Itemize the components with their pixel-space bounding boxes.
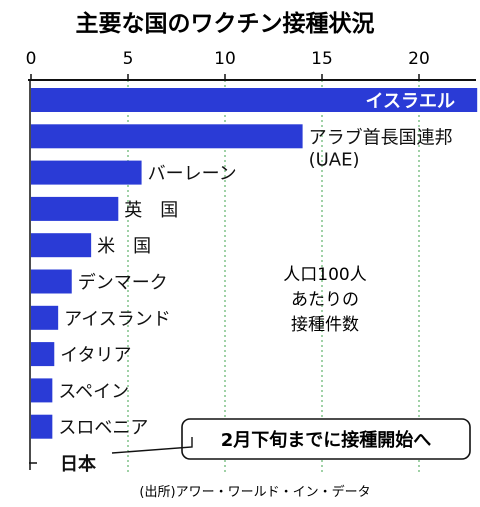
x-tick-labels: 0 5 10 15 20 (26, 49, 430, 69)
category-label-line: アラブ首長国連邦 (309, 126, 453, 148)
category-label-line: 英 国 (124, 200, 178, 221)
x-tick-label: 20 (408, 49, 430, 69)
category-label: 米 国 (97, 236, 151, 257)
category-label: スロベニア (58, 418, 148, 439)
x-tick-label: 0 (26, 49, 37, 69)
source-text: (出所)アワー・ワールド・イン・データ (139, 484, 370, 500)
category-label: バーレーン (148, 164, 237, 185)
category-label-line: スロベニア (58, 418, 148, 439)
callout: 2月下旬までに接種開始へ (111, 418, 471, 460)
category-label-line: スペイン (58, 381, 129, 402)
category-label: イタリア (60, 345, 131, 366)
category-label-line: アイスランド (64, 309, 171, 330)
category-label: 英 国 (124, 200, 178, 221)
callout-box (181, 418, 471, 460)
bar (31, 124, 303, 149)
x-tick-label: 5 (123, 49, 134, 69)
annotation-line: 接種件数 (291, 315, 359, 335)
category-label: 日本 (60, 453, 96, 475)
bar (31, 342, 55, 367)
x-tick-label: 10 (214, 49, 236, 69)
category-label-line: バーレーン (148, 164, 237, 185)
category-label-line: イスラエル (366, 91, 455, 112)
category-label: アイスランド (64, 309, 171, 330)
bar (31, 305, 59, 330)
bar (31, 414, 53, 439)
category-label: デンマーク (78, 273, 168, 294)
unit-annotation: 人口100人あたりの接種件数 (283, 265, 366, 335)
bar (31, 88, 478, 112)
x-tick-label: 15 (311, 49, 333, 69)
category-label-line: 米 国 (97, 236, 151, 257)
category-label: イスラエル (366, 91, 455, 112)
category-label-line: (UAE) (309, 149, 360, 170)
category-label: スペイン (58, 381, 129, 402)
bar (31, 269, 72, 294)
bar (31, 196, 119, 221)
bar (31, 378, 53, 403)
category-label-line: 日本 (60, 453, 96, 475)
category-label-line: イタリア (60, 345, 131, 366)
annotation-line: 人口100人 (283, 265, 366, 285)
chart-title: 主要な国のワクチン接種状況 (76, 10, 375, 37)
category-label: アラブ首長国連邦(UAE) (309, 126, 453, 170)
category-label-line: デンマーク (78, 273, 168, 294)
annotation-line: あたりの (291, 290, 359, 310)
bars (29, 88, 478, 464)
bar (31, 233, 92, 258)
callout-text: 2月下旬までに接種開始へ (221, 429, 432, 451)
callout-pointer (111, 437, 193, 454)
bar (31, 160, 142, 185)
x-tick-marks (30, 74, 420, 80)
